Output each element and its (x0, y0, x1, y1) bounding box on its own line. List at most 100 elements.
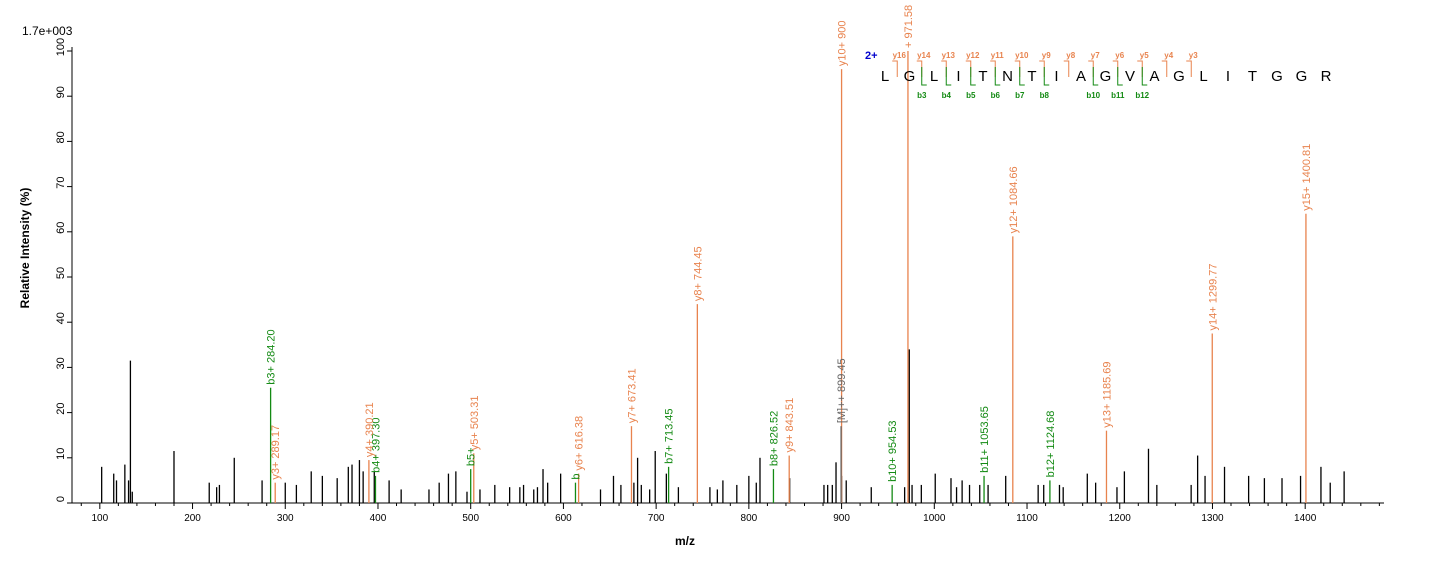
x-tick-label: 1000 (923, 513, 946, 524)
y-tick-label: 100 (55, 38, 67, 56)
y-ion-label: y8+ 744.45 (692, 246, 704, 301)
residue: A (1149, 68, 1159, 85)
x-tick-label: 800 (741, 513, 758, 524)
x-tick-label: 100 (91, 513, 108, 524)
peaks (101, 51, 1345, 503)
residue: L (881, 68, 889, 85)
b-ion-marker: b10 (1086, 91, 1100, 100)
y-ion-marker: y10 (1015, 51, 1029, 60)
y-ion-label: y13+ 1185.69 (1101, 362, 1113, 428)
y-ion-label: y4+ 390.21 (364, 402, 376, 457)
y-tick-label: 20 (55, 402, 67, 414)
b-ion-label: b8+ 826.52 (768, 411, 780, 466)
residue: L (930, 68, 938, 85)
y-ion-label: y14+ 1299.77 (1207, 264, 1219, 331)
y-ion-marker: y11 (991, 51, 1004, 60)
y-axis-title: Relative Intensity (%) (18, 188, 32, 309)
y-ion-marker: y8 (1066, 51, 1075, 60)
residue: L (1199, 68, 1207, 85)
x-axis-title: m/z (675, 534, 695, 548)
y-ion-marker: y14 (917, 51, 931, 60)
y-ion-marker: y4 (1164, 51, 1173, 60)
y-ion-label: y6+ 616.38 (574, 416, 586, 471)
y-ion-label: y15+ 1400.81 (1301, 144, 1313, 211)
b-ion-bracket (994, 67, 1001, 86)
b-ion-label: b3+ 284.20 (266, 329, 278, 384)
y-tick-label: 50 (55, 267, 67, 279)
b-ion-label: b (570, 474, 582, 480)
residue: T (1248, 68, 1257, 85)
x-tick-label: 1400 (1294, 513, 1317, 524)
x-tick-label: 1200 (1109, 513, 1132, 524)
y-ion-bracket (990, 60, 996, 77)
b-ion-bracket (945, 67, 952, 86)
y-ion-label: + 971.58 (903, 5, 915, 48)
y-ion-bracket (941, 60, 947, 77)
x-tick-label: 1300 (1201, 513, 1224, 524)
y-ion-bracket (916, 60, 923, 77)
y-ion-bracket (965, 60, 972, 77)
y-ion-bracket (892, 60, 898, 77)
b-ion-label: b11+ 1053.65 (979, 406, 991, 473)
x-tick-label: 200 (184, 513, 201, 524)
y-ion-label: y10+ 900 (837, 21, 849, 67)
y-ion-bracket (1161, 60, 1168, 77)
y-tick-label: 60 (55, 222, 67, 234)
x-tick-label: 400 (370, 513, 387, 524)
y-tick-label: 10 (55, 448, 67, 460)
charge-state: 2+ (865, 50, 878, 62)
y-ion-marker: y6 (1115, 51, 1124, 60)
x-tick-label: 900 (833, 513, 850, 524)
y-ion-label: y5+ 503.31 (469, 396, 481, 451)
residue: R (1321, 68, 1332, 85)
y-ion-bracket (1063, 60, 1070, 77)
y-ion-marker: y7 (1091, 51, 1100, 60)
b-ion-bracket (1141, 67, 1148, 86)
x-tick-label: 300 (277, 513, 294, 524)
residue: N (1002, 68, 1013, 85)
precursor-ion-label: [M]++ 899.45 (836, 358, 848, 423)
residue: V (1125, 68, 1135, 85)
residue: G (904, 68, 916, 85)
y-ion-bracket (1039, 60, 1045, 77)
y-ion-label: y9+ 843.51 (784, 398, 796, 453)
y-ion-marker: y16 (893, 51, 907, 60)
b-ion-marker: b6 (991, 91, 1001, 100)
peak-labels: b3+ 284.20 b4+ 397.30 b5+ b b7+ 713.45 b8+ 82… (266, 5, 1313, 482)
x-tick-label: 500 (462, 513, 479, 524)
b-ion-bracket (970, 67, 976, 86)
residue: T (978, 68, 987, 85)
residue: A (1076, 68, 1086, 85)
residue: I (956, 68, 960, 85)
b-ion-label: b7+ 713.45 (664, 408, 676, 463)
b-ion-marker: b7 (1015, 91, 1025, 100)
b-ion-bracket (921, 67, 927, 86)
residue: I (1226, 68, 1230, 85)
b-ion-marker: b5 (966, 91, 976, 100)
y-ion-bracket (1088, 60, 1094, 77)
residue: I (1054, 68, 1058, 85)
residue: G (1100, 68, 1112, 85)
y-tick-label: 70 (55, 176, 67, 188)
residue: T (1027, 68, 1036, 85)
b-ion-bracket (1019, 67, 1025, 86)
b-ion-marker: b4 (942, 91, 952, 100)
y-ion-marker: y12 (966, 51, 980, 60)
b-ion-bracket (1043, 67, 1050, 86)
x-tick-label: 700 (648, 513, 665, 524)
b-ion-label: b12+ 1124.68 (1045, 411, 1057, 478)
y-ion-marker: y9 (1042, 51, 1051, 60)
y-tick-label: 90 (55, 86, 67, 98)
y-ion-bracket (1186, 60, 1192, 77)
residue: G (1271, 68, 1283, 85)
x-tick-label: 600 (555, 513, 572, 524)
b-ion-bracket (1117, 67, 1123, 86)
y-ion-bracket (1014, 60, 1021, 77)
y-ion-label: y3+ 289.17 (270, 425, 282, 480)
y-ion-bracket (1112, 60, 1119, 77)
y-tick-label: 40 (55, 312, 67, 324)
b-ion-label: b5+ (466, 447, 478, 466)
b-ion-marker: b11 (1111, 91, 1125, 100)
